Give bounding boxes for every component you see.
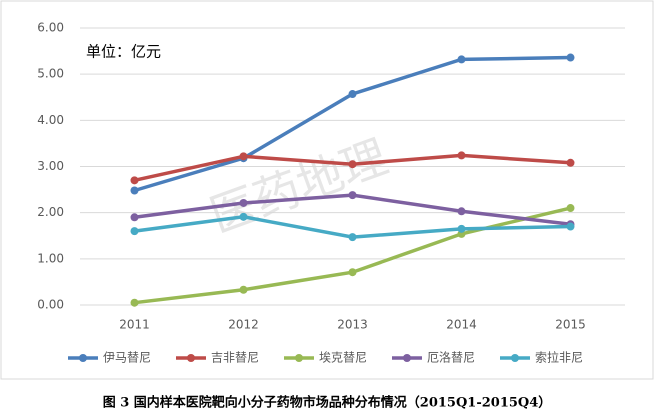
- legend-marker: [511, 354, 519, 362]
- data-point: [239, 152, 248, 161]
- data-point: [566, 158, 575, 167]
- data-point: [348, 233, 357, 242]
- data-point: [457, 151, 466, 160]
- data-point: [348, 90, 357, 99]
- legend-marker: [187, 354, 195, 362]
- legend-marker: [295, 354, 303, 362]
- y-tick-label: 1.00: [37, 251, 64, 265]
- legend-label: 伊马替尼: [103, 351, 151, 365]
- y-tick-label: 2.00: [37, 205, 64, 219]
- data-point: [566, 53, 575, 62]
- legend-label: 吉非替尼: [211, 351, 259, 365]
- caption: 图 3 国内样本医院靶向小分子药物市场品种分布情况（2015Q1-2015Q4）: [103, 395, 552, 411]
- data-point: [239, 198, 248, 207]
- data-point: [348, 191, 357, 200]
- data-point: [348, 160, 357, 169]
- data-point: [457, 224, 466, 233]
- legend-label: 埃克替尼: [319, 351, 367, 365]
- data-point: [130, 186, 139, 195]
- y-tick-label: 4.00: [37, 113, 64, 127]
- y-tick-label: 3.00: [37, 159, 64, 173]
- y-tick-label: 6.00: [37, 21, 64, 35]
- data-point: [239, 285, 248, 294]
- x-tick-label: 2012: [228, 318, 259, 332]
- legend-marker: [403, 354, 411, 362]
- data-point: [130, 298, 139, 307]
- data-point: [457, 207, 466, 216]
- legend-marker: [79, 354, 87, 362]
- data-point: [130, 176, 139, 185]
- x-tick-label: 2014: [446, 318, 477, 332]
- x-tick-label: 2011: [119, 318, 150, 332]
- data-point: [457, 55, 466, 64]
- x-tick-label: 2013: [337, 318, 368, 332]
- data-point: [130, 213, 139, 222]
- legend-label: 索拉非尼: [535, 350, 583, 365]
- chart-border: [0, 0, 654, 380]
- data-point: [130, 227, 139, 236]
- annotation: 单位：亿元: [86, 43, 161, 61]
- x-tick-label: 2015: [555, 318, 586, 332]
- data-point: [566, 204, 575, 213]
- data-point: [348, 268, 357, 277]
- y-tick-label: 0.00: [37, 298, 64, 312]
- legend-label: 厄洛替尼: [427, 350, 475, 365]
- data-point: [239, 212, 248, 221]
- data-point: [566, 222, 575, 231]
- y-tick-label: 5.00: [37, 67, 64, 81]
